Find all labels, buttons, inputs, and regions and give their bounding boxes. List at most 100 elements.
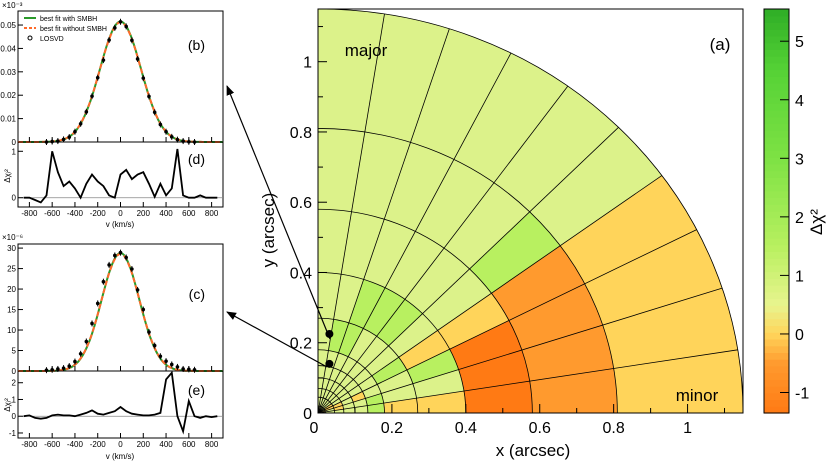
y-tick-label: 1 [12, 395, 17, 404]
legend-losvd-marker [27, 35, 33, 41]
main-frame [317, 8, 744, 414]
losvd-point [95, 75, 100, 80]
losvd-point [130, 38, 134, 43]
y-tick-label: 0.4 [290, 265, 312, 282]
colorbar-strip [764, 56, 789, 64]
colorbar-strip [764, 123, 789, 131]
x-tick-label: -600 [44, 440, 61, 449]
colorbar-strip [764, 298, 789, 306]
colorbar-strip [764, 399, 789, 407]
losvd-point [169, 362, 174, 367]
y-tick-label: 0.03 [0, 68, 16, 77]
colorbar-strip [764, 291, 789, 300]
panel-b-ticks: 0 0.01 0.02 0.03 0.04 0.05 [0, 21, 213, 147]
bin-marker [325, 359, 334, 368]
colorbar-strip [764, 184, 789, 192]
panel-d-xlabel: v (km/s) [106, 220, 135, 229]
colorbar-tick-label: 2 [795, 210, 804, 227]
panel-d-curve [18, 148, 223, 204]
losvd-point [135, 57, 140, 61]
colorbar-strip [764, 177, 789, 185]
colorbar-strip [764, 305, 789, 313]
grid-lines [318, 9, 743, 413]
colorbar-strip [764, 211, 789, 219]
colorbar-gradient [764, 9, 789, 414]
colorbar-strip [764, 264, 789, 273]
losvd-point [67, 135, 72, 139]
colorbar-strip [764, 278, 789, 286]
losvd-point [113, 253, 117, 258]
panel-e-ylabel: Δχᵢ² [3, 398, 12, 412]
colorbar-frame [763, 8, 790, 414]
panel-a-label: (a) [710, 35, 731, 54]
x-tick-label: 400 [159, 440, 173, 449]
y-tick-label: 25 [7, 265, 16, 274]
losvd-point [107, 38, 111, 42]
losvd-point [181, 367, 185, 371]
colorbar-strip [764, 130, 789, 138]
losvd-point [158, 354, 163, 359]
losvd-point [113, 26, 117, 30]
x-tick-label: 0 [310, 420, 319, 437]
arrow-to-panel-b [226, 85, 331, 340]
colorbar-strip [764, 136, 789, 145]
colorbar-strip [764, 285, 789, 293]
colorbar-strip [764, 312, 789, 320]
colorbar-strip [764, 9, 789, 17]
x-tick-label: 0.2 [381, 420, 403, 437]
colorbar-strip [764, 62, 789, 71]
panel-e-ticks: -1 0 1 2 -800 -600 -400 -200 0 200 400 600 800 [9, 379, 219, 449]
colorbar-tick-label: 5 [795, 34, 804, 51]
panel-c-ticks: 0 5 10 15 20 25 30 [7, 244, 213, 376]
legend-nosmbh-label: best fit without SMBH [40, 26, 107, 33]
y-tick-label: 1 [303, 55, 312, 72]
panel-e-label: (e) [188, 382, 205, 398]
losvd-point [84, 110, 89, 114]
colorbar-strip [764, 392, 789, 401]
y-tick-label: 0.02 [0, 91, 16, 100]
x-tick-label: 200 [137, 440, 151, 449]
losvd-point [118, 19, 123, 24]
losvd-point [90, 321, 94, 326]
losvd-panel-c: 0 5 10 15 20 25 30 ×10⁻⁶ (c) [2, 233, 224, 376]
colorbar-strip [764, 49, 789, 57]
colorbar-strip [764, 406, 789, 414]
x-tick-label: 0 [118, 440, 123, 449]
colorbar-strip [764, 204, 789, 212]
arrow-to-panel-c [226, 311, 328, 368]
colorbar-strip [764, 251, 789, 259]
y-tick-label: -1 [9, 429, 17, 438]
colorbar-strip [764, 190, 789, 199]
colorbar-strip [764, 76, 789, 84]
colorbar-strip [764, 197, 789, 205]
colorbar-strip [764, 365, 789, 374]
colorbar-strip [764, 325, 789, 333]
colorbar-strip [764, 338, 789, 347]
panel-c-frame [17, 243, 224, 372]
losvd-point [164, 359, 168, 363]
grid-spoke [318, 127, 619, 413]
x-tick-label: -400 [67, 440, 84, 449]
losvd-point [61, 366, 66, 370]
losvd-point [158, 122, 163, 127]
panel-c-exponent: ×10⁻⁶ [2, 233, 23, 242]
x-tick-label: 800 [205, 440, 219, 449]
colorbar-strip [764, 35, 789, 44]
losvd-point [95, 301, 100, 306]
residual-panel-e: -1 0 1 2 -800 -600 -400 -200 0 200 400 600 800 (e) Δ… [3, 370, 224, 461]
colorbar-strip [764, 116, 789, 125]
y-tick-label: 0.6 [290, 195, 312, 212]
x-tick-label: 800 [205, 209, 219, 218]
losvd-point [152, 110, 157, 115]
colorbar-ticks: 5 4 3 2 1 0 -1 [780, 34, 809, 403]
colorbar-strip [764, 96, 789, 104]
colorbar-tick-label: 4 [795, 93, 804, 110]
grid-spoke [318, 28, 450, 413]
y-tick-label: 0.05 [0, 21, 16, 30]
grid-spoke [318, 287, 723, 413]
losvd-point [175, 365, 180, 369]
losvd-point [101, 58, 106, 62]
colorbar-strip [764, 69, 789, 77]
residual-line [23, 148, 218, 204]
losvd-point [73, 359, 77, 364]
